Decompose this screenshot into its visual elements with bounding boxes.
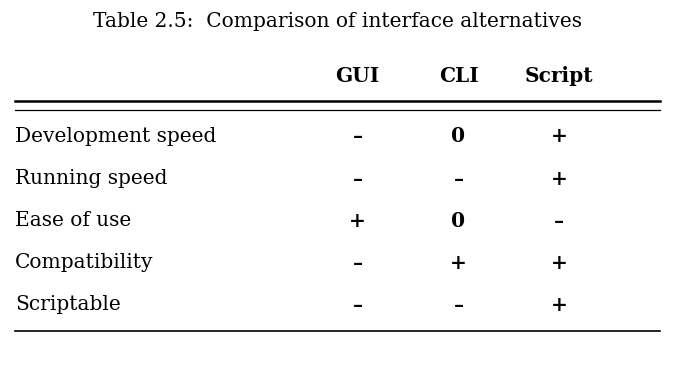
Text: +: + [551, 127, 568, 146]
Text: –: – [352, 127, 362, 146]
Text: +: + [551, 295, 568, 315]
Text: +: + [551, 169, 568, 188]
Text: –: – [352, 169, 362, 188]
Text: 0: 0 [452, 127, 466, 146]
Text: Scriptable: Scriptable [15, 295, 121, 314]
Text: Running speed: Running speed [15, 169, 167, 188]
Text: Script: Script [525, 66, 593, 86]
Text: +: + [349, 211, 366, 231]
Text: +: + [450, 253, 467, 273]
Text: Compatibility: Compatibility [15, 253, 153, 272]
Text: CLI: CLI [439, 66, 479, 86]
Text: Ease of use: Ease of use [15, 211, 131, 230]
Text: –: – [352, 253, 362, 273]
Text: +: + [551, 253, 568, 273]
Text: –: – [454, 169, 464, 188]
Text: Development speed: Development speed [15, 127, 216, 146]
Text: –: – [454, 295, 464, 315]
Text: 0: 0 [452, 211, 466, 231]
Text: GUI: GUI [335, 66, 380, 86]
Text: –: – [352, 295, 362, 315]
Text: Table 2.5:  Comparison of interface alternatives: Table 2.5: Comparison of interface alter… [93, 12, 582, 31]
Text: –: – [554, 211, 564, 231]
